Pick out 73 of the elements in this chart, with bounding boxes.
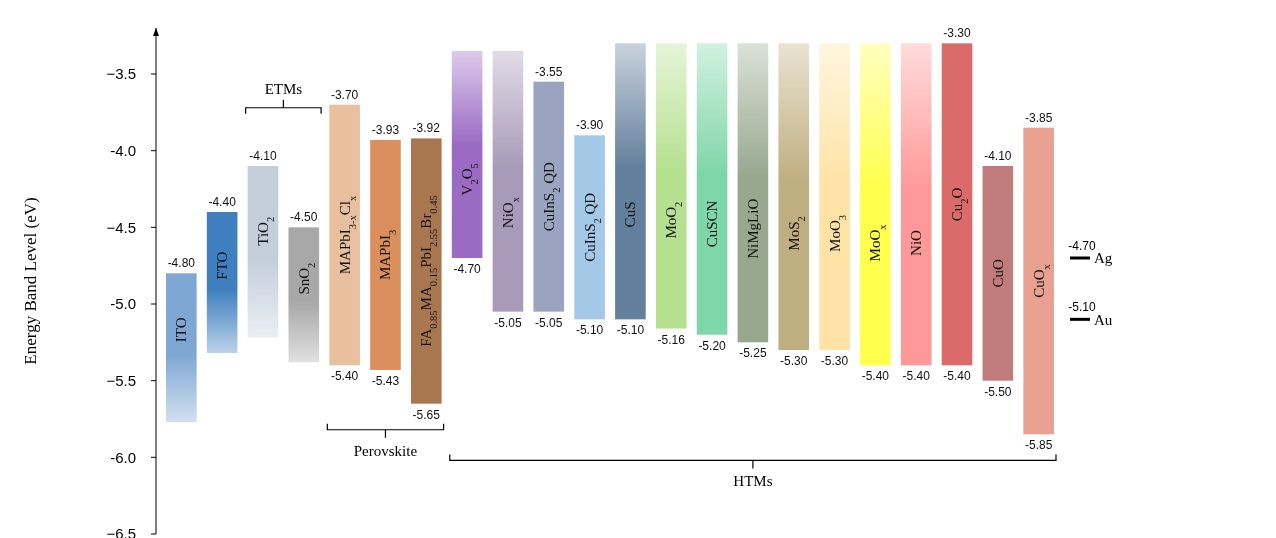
x-tick-label: CuS xyxy=(622,201,639,228)
annotation: -4.80 xyxy=(167,256,196,271)
bar xyxy=(778,43,810,350)
annotation: -5.10 xyxy=(575,323,604,338)
y-tick-label: -4.0 xyxy=(110,141,136,159)
y-tick-label: −4.5 xyxy=(106,218,136,236)
bar xyxy=(860,43,891,366)
y-tick-label: −3.5 xyxy=(106,65,136,83)
annotation: -5.05 xyxy=(494,315,522,330)
annotation: -5.30 xyxy=(780,354,808,368)
bar xyxy=(492,51,524,312)
bar xyxy=(574,135,605,320)
text: -5.10 xyxy=(1068,300,1096,315)
bar xyxy=(900,43,932,366)
annotation: -4.50 xyxy=(290,210,318,225)
annotation: -3.55 xyxy=(535,64,563,79)
x-tick-label: ITO xyxy=(173,317,190,343)
bar xyxy=(941,43,973,366)
annotation: -5.30 xyxy=(820,354,849,368)
y-tick-label: -5.0 xyxy=(110,295,136,313)
ref-line-label: Ag xyxy=(1094,250,1113,267)
annotation: -4.10 xyxy=(249,149,277,163)
annotation: -4.10 xyxy=(984,149,1012,163)
bar xyxy=(206,212,238,354)
annotation: ETMs xyxy=(264,80,303,97)
x-tick-label: NiO xyxy=(908,229,925,256)
bar xyxy=(288,227,320,363)
annotation: -5.20 xyxy=(698,338,727,353)
annotation: -3.92 xyxy=(412,121,441,136)
y-axis-title: Energy Band Level (eV) xyxy=(21,197,40,365)
annotation: -5.40 xyxy=(330,369,359,384)
bar xyxy=(166,273,197,423)
annotation: -5.50 xyxy=(984,384,1012,399)
annotation: -5.43 xyxy=(371,373,400,388)
bar xyxy=(696,43,728,335)
bar xyxy=(982,166,1014,381)
annotation: Perovskite xyxy=(353,442,418,459)
bar xyxy=(410,138,442,404)
x-tick-label: CuSCN xyxy=(704,200,721,248)
text: -4.70 xyxy=(1068,239,1096,253)
annotation: -5.40 xyxy=(861,369,890,384)
bar xyxy=(370,139,401,370)
annotation: -4.70 xyxy=(453,262,482,276)
annotation: -3.93 xyxy=(371,122,400,137)
x-tick-label: CuO xyxy=(989,259,1006,288)
annotation: -5.40 xyxy=(902,369,931,384)
bar xyxy=(655,43,687,329)
bar xyxy=(451,51,483,258)
annotation: -3.70 xyxy=(330,87,359,102)
x-tick-label: NiMgLiO xyxy=(744,198,761,259)
x-tick-label: FTO xyxy=(214,251,231,280)
y-tick-label: −5.5 xyxy=(106,371,136,389)
bar xyxy=(533,81,565,312)
annotation: -5.40 xyxy=(943,369,972,384)
bar xyxy=(737,43,769,343)
annotation: -5.05 xyxy=(535,315,563,330)
bar xyxy=(329,104,360,366)
annotation: -5.16 xyxy=(657,332,686,347)
annotation: -3.85 xyxy=(1025,110,1053,125)
y-tick-label: -6.0 xyxy=(110,448,136,466)
annotation: -5.65 xyxy=(412,407,441,422)
annotation: -5.10 xyxy=(616,323,645,338)
annotation: -5.85 xyxy=(1025,438,1053,453)
bar xyxy=(819,43,850,350)
annotation: -3.30 xyxy=(943,26,972,41)
bar xyxy=(1023,127,1054,435)
ref-line-label: Au xyxy=(1094,311,1113,328)
annotation: -3.90 xyxy=(575,118,604,133)
bar xyxy=(247,166,279,338)
annotation: -5.25 xyxy=(739,346,767,361)
annotation: HTMs xyxy=(733,473,773,490)
bar xyxy=(615,43,646,320)
annotation: -4.40 xyxy=(208,195,237,209)
